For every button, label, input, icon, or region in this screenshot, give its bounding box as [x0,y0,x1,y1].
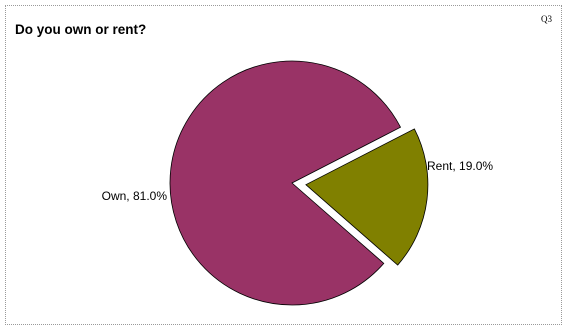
pie-labels: Own, 81.0% Rent, 19.0% [102,159,494,203]
pie-slices [169,60,429,306]
chart-title: Do you own or rent? [15,22,147,37]
pie-slice-own [169,60,402,306]
pie-label-own: Own, 81.0% [102,189,168,203]
question-number: Q3 [541,14,552,24]
pie-label-rent: Rent, 19.0% [427,159,493,173]
pie-slice-rent [305,128,429,266]
